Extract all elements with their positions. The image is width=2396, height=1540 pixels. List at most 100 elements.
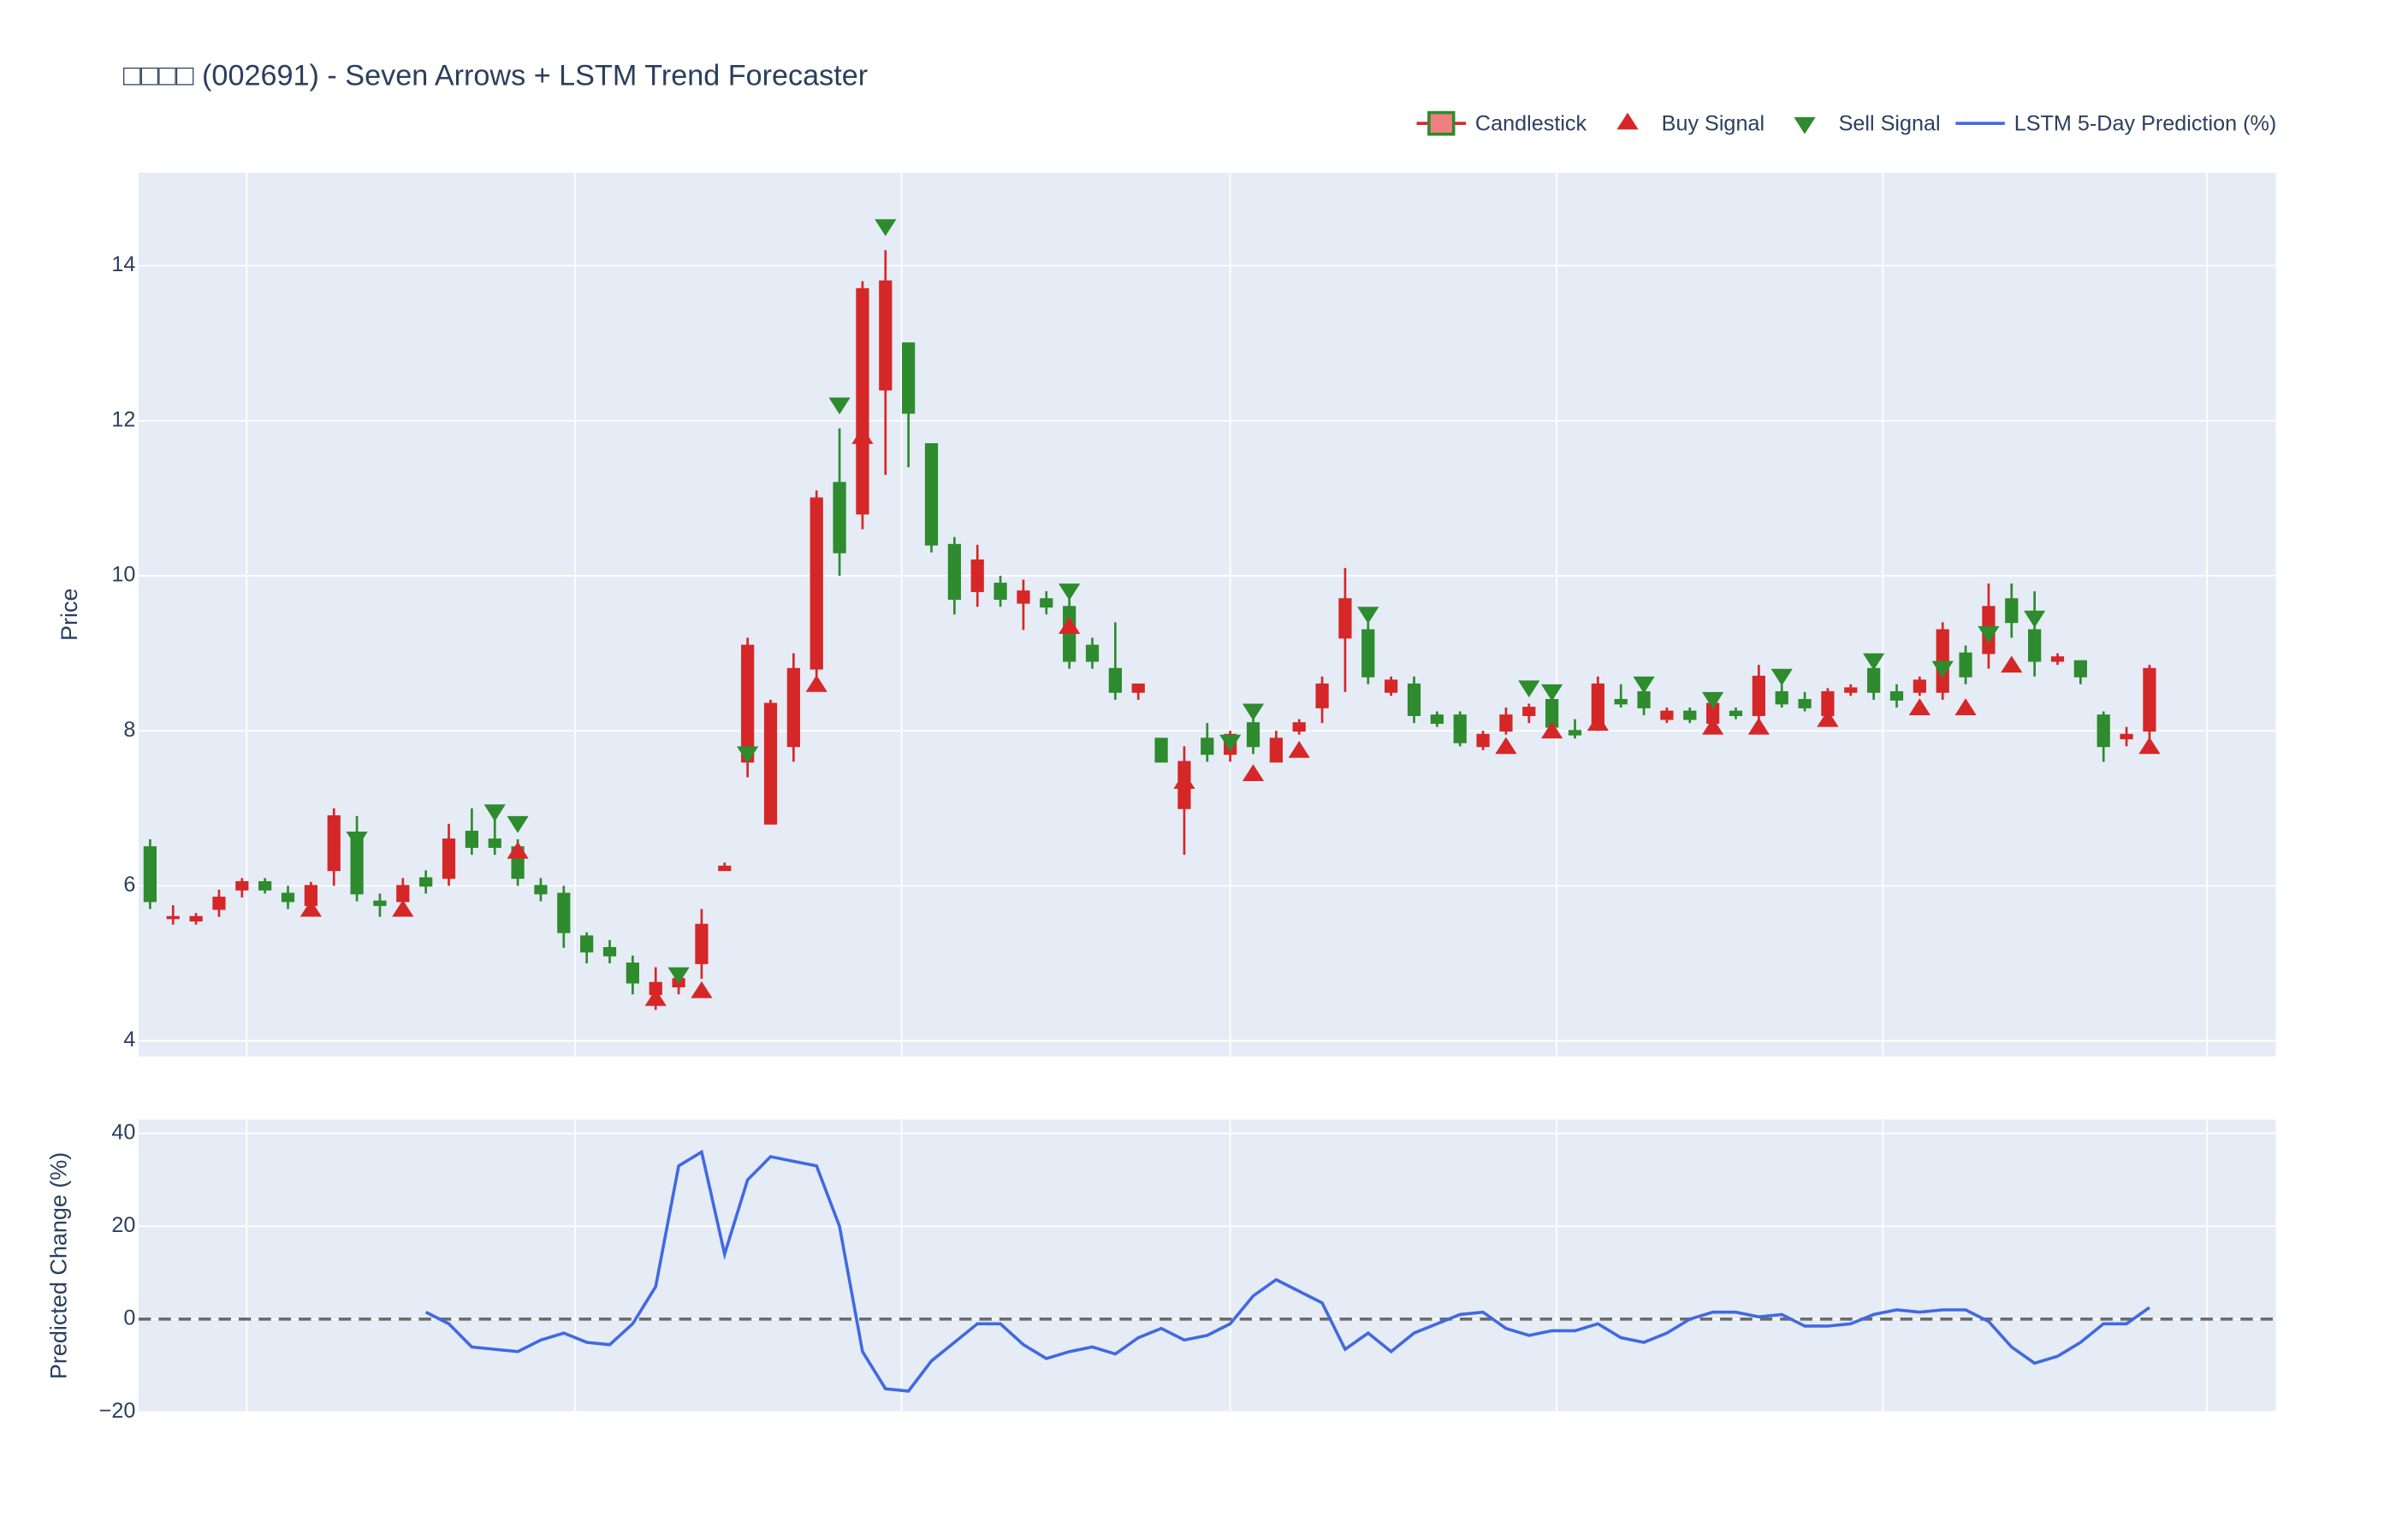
candle-body — [396, 885, 410, 903]
candle-body — [1385, 679, 1398, 693]
candle-body — [189, 915, 203, 922]
candle-body — [1775, 690, 1788, 705]
candle-body — [1752, 675, 1765, 716]
candle-body — [235, 880, 249, 891]
candle-body — [1729, 710, 1743, 716]
candle-body — [856, 287, 869, 515]
sell-signal — [1541, 684, 1563, 702]
candle-body — [2005, 598, 2019, 624]
candle-body — [993, 583, 1007, 601]
candle-body — [1867, 667, 1881, 693]
legend-label[interactable]: Candlestick — [1475, 112, 1587, 136]
candle-body — [741, 644, 755, 763]
sell-signal — [1863, 653, 1885, 671]
candle-body — [1017, 590, 1030, 604]
sell-signal — [1242, 703, 1265, 721]
sell-signal — [828, 397, 851, 415]
buy-signal — [300, 899, 322, 917]
legend-label[interactable]: LSTM 5-Day Prediction (%) — [2014, 112, 2277, 136]
candle-body — [763, 702, 778, 825]
candle-body — [833, 482, 846, 554]
sell-signal — [737, 746, 759, 764]
buy-signal — [691, 980, 713, 998]
candle-body — [1201, 737, 1214, 755]
candle-body — [879, 280, 893, 391]
candle-body — [143, 846, 157, 903]
legend-icon — [1794, 117, 1816, 134]
legend-label[interactable]: Sell Signal — [1839, 112, 1941, 136]
buy-signal — [1586, 714, 1609, 732]
candle-body — [1798, 699, 1812, 708]
candle-body — [1269, 737, 1283, 763]
sell-signal — [1219, 734, 1242, 752]
buy-signal — [1702, 717, 1724, 735]
candle-body — [488, 838, 501, 848]
y-tick-label: −20 — [99, 1399, 136, 1423]
plot-area — [138, 172, 2276, 1057]
sell-signal — [346, 832, 368, 849]
buy-signal — [1908, 698, 1930, 715]
candle-body — [1683, 710, 1697, 720]
candle-body — [718, 865, 732, 872]
chart-title: □□□□ (002691) - Seven Arrows + LSTM Tren… — [123, 59, 868, 92]
buy-signal — [507, 841, 529, 859]
candle-body — [2143, 667, 2156, 732]
candle-body — [2050, 656, 2065, 662]
y-tick-label: 14 — [111, 252, 135, 276]
y-axis-title: Price — [56, 589, 82, 641]
candle-body — [1040, 598, 1053, 608]
legend-label[interactable]: Buy Signal — [1662, 112, 1764, 136]
buy-signal — [1817, 709, 1839, 727]
candle-body — [1913, 679, 1926, 693]
sell-signal — [1518, 680, 1540, 698]
y-tick-label: 4 — [123, 1028, 135, 1051]
candle-body — [1085, 644, 1100, 662]
candle-body — [534, 885, 548, 895]
y-tick-label: 8 — [123, 718, 135, 742]
y-tick-label: 12 — [111, 407, 135, 431]
buy-signal — [392, 899, 414, 917]
candle-body — [1476, 733, 1490, 748]
candle-body — [902, 342, 916, 414]
candle-body — [1453, 714, 1467, 743]
sell-signal — [1633, 676, 1655, 694]
candle-body — [1338, 598, 1352, 639]
candle-body — [557, 892, 571, 933]
candle-body — [1154, 737, 1168, 763]
candle-body — [1499, 714, 1513, 732]
buy-signal — [1495, 737, 1517, 755]
y-axis-title: Predicted Change (%) — [45, 1152, 71, 1379]
plot-area — [138, 1119, 2276, 1413]
buy-signal — [1059, 617, 1081, 634]
y-tick-label: 6 — [123, 873, 135, 897]
candle-body — [1407, 683, 1421, 716]
candle-body — [1315, 683, 1329, 708]
candle-body — [786, 667, 800, 748]
buy-signal — [1242, 764, 1265, 781]
candle-body — [1131, 683, 1145, 693]
candle-body — [1063, 606, 1076, 662]
candle-body — [1660, 710, 1674, 720]
legend: Candlestick Buy Signal Sell Signal LSTM … — [1416, 110, 2277, 136]
candle-body — [1614, 699, 1628, 705]
candle-body — [970, 559, 984, 592]
buy-signal — [1954, 698, 1977, 715]
candle-body — [281, 892, 295, 903]
sell-signal — [1702, 691, 1724, 709]
sell-signal — [483, 804, 506, 822]
candle-body — [1292, 722, 1306, 732]
candle-body — [695, 923, 709, 964]
candle-body — [2096, 714, 2110, 748]
candle-body — [2028, 629, 2042, 662]
candle-body — [327, 814, 341, 872]
legend-icon — [1427, 110, 1456, 136]
candle-body — [1637, 690, 1651, 708]
candle-body — [373, 900, 387, 906]
prediction-line — [424, 1149, 2150, 1393]
candle-body — [2120, 733, 2133, 740]
candle-body — [1959, 652, 1972, 678]
candle-body — [580, 935, 594, 953]
candle-body — [924, 443, 939, 546]
y-tick-label: 0 — [123, 1306, 135, 1330]
sell-signal — [875, 219, 897, 237]
